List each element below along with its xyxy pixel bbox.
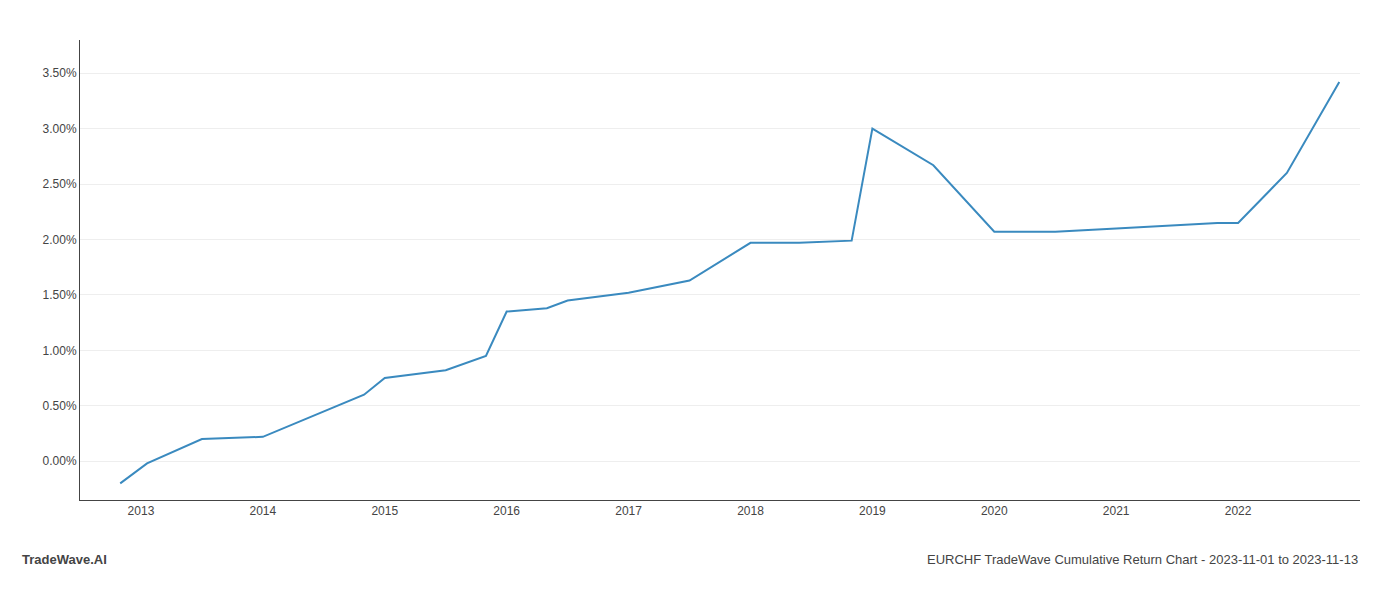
svg-text:0.00%: 0.00% — [43, 454, 77, 468]
svg-text:2020: 2020 — [981, 504, 1008, 518]
svg-text:2.00%: 2.00% — [43, 233, 77, 247]
svg-text:2022: 2022 — [1225, 504, 1252, 518]
svg-text:2.50%: 2.50% — [43, 177, 77, 191]
svg-text:3.00%: 3.00% — [43, 122, 77, 136]
svg-text:1.50%: 1.50% — [43, 288, 77, 302]
svg-text:0.50%: 0.50% — [43, 399, 77, 413]
svg-text:TradeWave.AI: TradeWave.AI — [22, 552, 107, 567]
svg-text:2016: 2016 — [493, 504, 520, 518]
svg-text:2018: 2018 — [737, 504, 764, 518]
svg-text:1.00%: 1.00% — [43, 344, 77, 358]
svg-text:2019: 2019 — [859, 504, 886, 518]
svg-text:2017: 2017 — [615, 504, 642, 518]
svg-text:3.50%: 3.50% — [43, 66, 77, 80]
svg-text:EURCHF TradeWave Cumulative Re: EURCHF TradeWave Cumulative Return Chart… — [927, 552, 1358, 567]
svg-text:2014: 2014 — [250, 504, 277, 518]
svg-text:2021: 2021 — [1103, 504, 1130, 518]
svg-text:2013: 2013 — [128, 504, 155, 518]
svg-text:2015: 2015 — [371, 504, 398, 518]
